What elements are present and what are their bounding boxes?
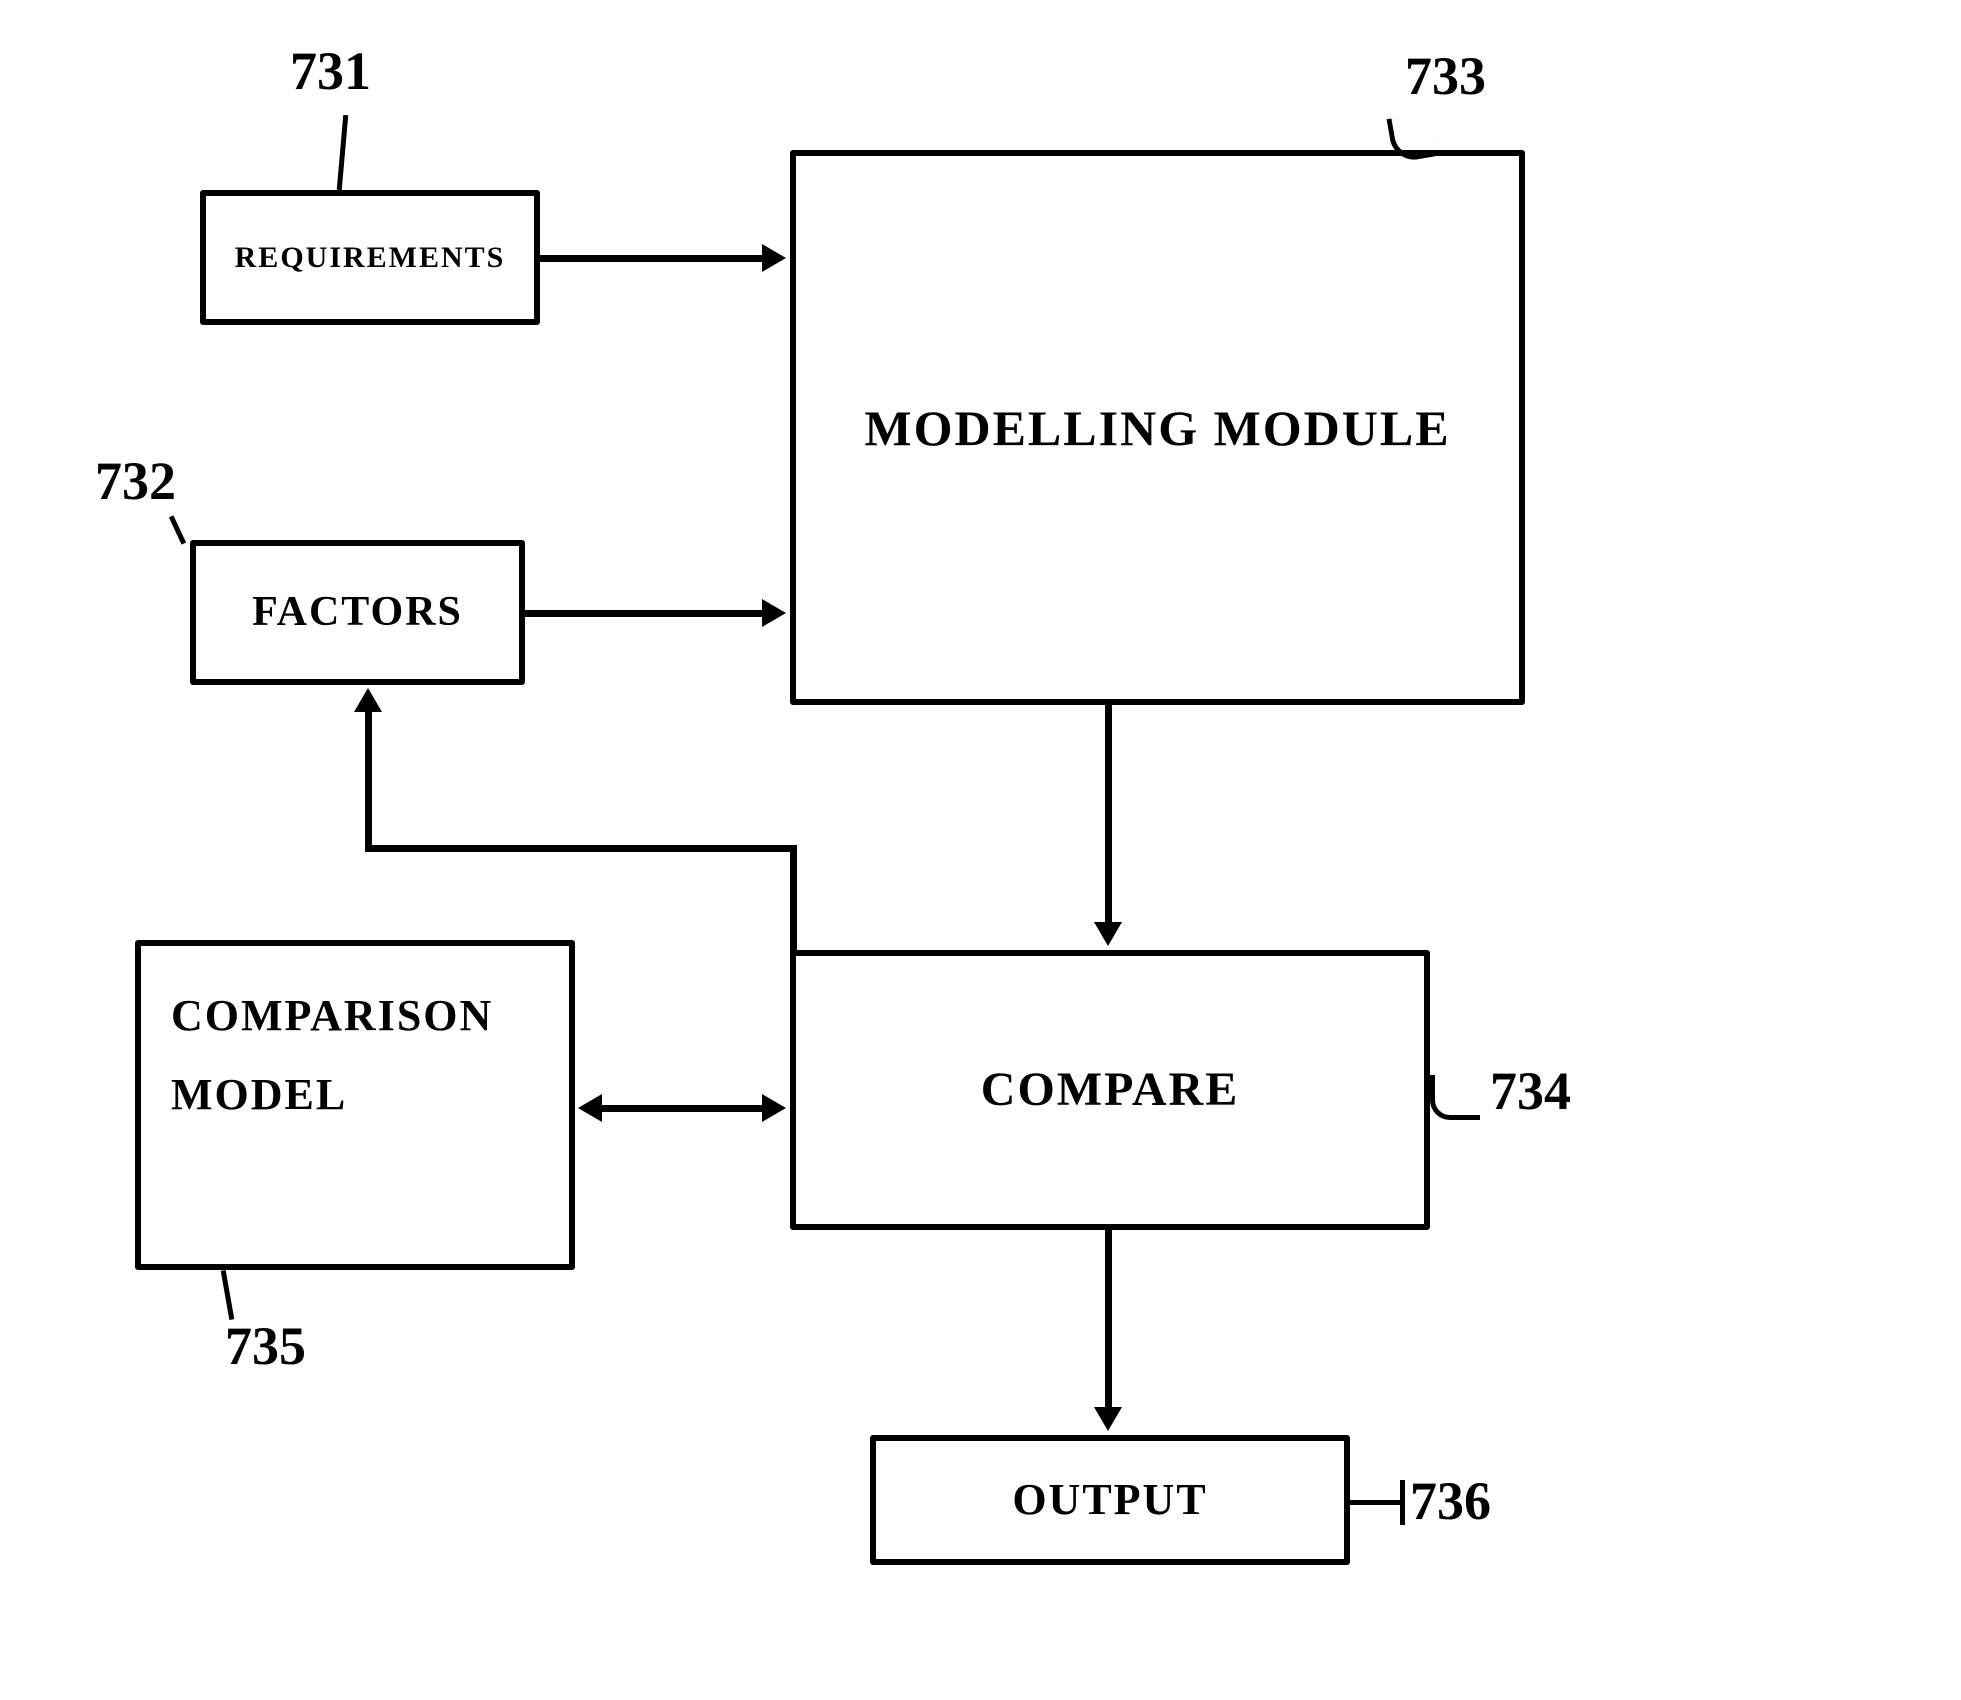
leader-732	[169, 515, 186, 544]
arrowhead-compare-output	[1094, 1407, 1122, 1431]
arrowhead-compare-left	[578, 1094, 602, 1122]
edge-compare-factors-h	[365, 845, 795, 852]
edge-compare-output	[1105, 1230, 1112, 1410]
edge-comparison-compare	[600, 1105, 765, 1112]
edge-requirements-modelling	[540, 255, 765, 262]
factors-label: FACTORS	[252, 583, 463, 642]
ref-732: 732	[95, 450, 176, 512]
requirements-label: REQUIREMENTS	[235, 237, 506, 279]
edge-compare-factors-v2	[365, 710, 372, 852]
edge-modelling-compare	[1105, 705, 1112, 925]
requirements-node: REQUIREMENTS	[200, 190, 540, 325]
leader-731	[337, 115, 349, 190]
compare-label: COMPARE	[981, 1056, 1239, 1123]
arrowhead-factors-modelling	[762, 599, 786, 627]
output-node: OUTPUT	[870, 1435, 1350, 1565]
ref-736: 736	[1410, 1470, 1491, 1532]
leader-735	[221, 1270, 235, 1320]
ref-735: 735	[225, 1315, 306, 1377]
edge-compare-factors-v1	[790, 845, 797, 953]
modelling-module-node: MODELLING MODULE	[790, 150, 1525, 705]
leader-736	[1350, 1500, 1405, 1505]
compare-node: COMPARE	[790, 950, 1430, 1230]
comparison-model-label: COMPARISON MODEL	[171, 976, 539, 1134]
leader-734	[1430, 1075, 1480, 1120]
arrowhead-requirements-modelling	[762, 244, 786, 272]
arrowhead-modelling-compare	[1094, 922, 1122, 946]
ref-733: 733	[1405, 45, 1486, 107]
arrowhead-compare-right	[762, 1094, 786, 1122]
ref-731: 731	[290, 40, 371, 102]
leader-736-v	[1400, 1480, 1405, 1525]
comparison-model-node: COMPARISON MODEL	[135, 940, 575, 1270]
ref-734: 734	[1490, 1060, 1571, 1122]
edge-factors-modelling	[525, 610, 765, 617]
factors-node: FACTORS	[190, 540, 525, 685]
modelling-label: MODELLING MODULE	[864, 373, 1450, 483]
output-label: OUTPUT	[1012, 1469, 1207, 1531]
arrowhead-compare-factors	[354, 688, 382, 712]
